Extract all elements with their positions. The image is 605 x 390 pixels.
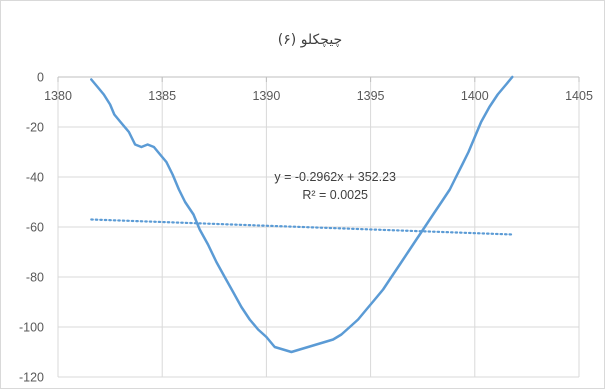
x-tick-label: 1400	[461, 89, 489, 103]
y-tick-label: -120	[19, 371, 44, 385]
trendline	[90, 218, 514, 236]
y-tick-label: -80	[26, 271, 44, 285]
x-tick-label: 1395	[357, 89, 385, 103]
x-tick-label: 1405	[565, 89, 593, 103]
y-tick-label: -60	[26, 221, 44, 235]
trendline-equation: y = -0.2962x + 352.23	[274, 170, 396, 184]
y-tick-label: -40	[26, 171, 44, 185]
y-tick-label: -20	[26, 121, 44, 135]
x-axis-ticks: 1380 1385 1390 1395 1400 1405	[44, 89, 593, 103]
y-tick-label: -100	[19, 321, 44, 335]
trendline-r-squared: R² = 0.0025	[302, 188, 368, 202]
y-tick-label: 0	[37, 71, 44, 85]
x-tick-label: 1385	[148, 89, 176, 103]
x-tick-label: 1390	[252, 89, 280, 103]
series-layer	[90, 75, 514, 354]
x-tick-label: 1380	[44, 89, 72, 103]
chart-title: چیچکلو (۶)	[278, 32, 342, 48]
y-axis-ticks: 0 -20 -40 -60 -80 -100 -120	[19, 71, 44, 385]
series-line	[90, 75, 514, 354]
gridlines	[57, 76, 580, 378]
